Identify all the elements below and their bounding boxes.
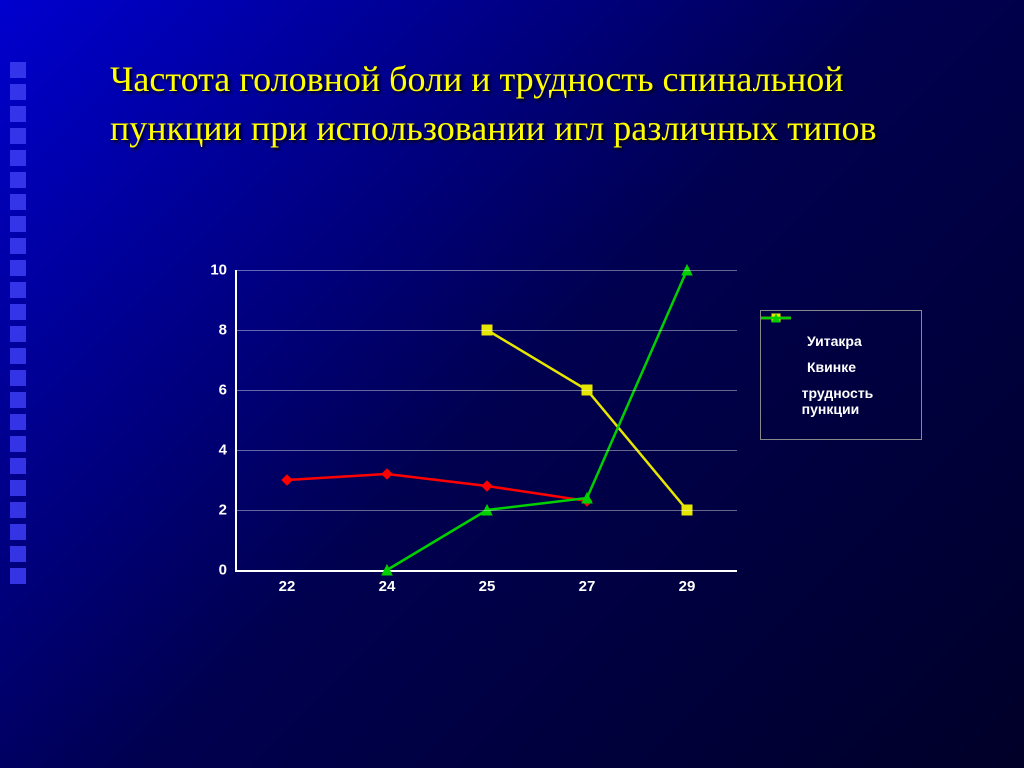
chart-svg xyxy=(237,270,737,570)
y-tick-label: 2 xyxy=(219,502,227,519)
slide-title: Частота головной боли и трудность спинал… xyxy=(110,55,964,152)
legend: УитакраКвинкетрудность пункции xyxy=(760,310,922,440)
y-tick-label: 0 xyxy=(219,562,227,579)
legend-item: трудность пункции xyxy=(771,385,911,417)
plot-area: 02468102224252729 xyxy=(235,270,737,572)
x-tick-label: 24 xyxy=(379,578,396,595)
x-tick-label: 25 xyxy=(479,578,496,595)
x-tick-label: 29 xyxy=(679,578,696,595)
y-tick-label: 10 xyxy=(210,262,227,279)
x-tick-label: 27 xyxy=(579,578,596,595)
decor-squares xyxy=(10,62,26,584)
x-tick-label: 22 xyxy=(279,578,296,595)
y-tick-label: 8 xyxy=(219,322,227,339)
y-tick-label: 6 xyxy=(219,382,227,399)
chart: 02468102224252729 УитакраКвинкетрудность… xyxy=(180,270,900,610)
y-tick-label: 4 xyxy=(219,442,227,459)
